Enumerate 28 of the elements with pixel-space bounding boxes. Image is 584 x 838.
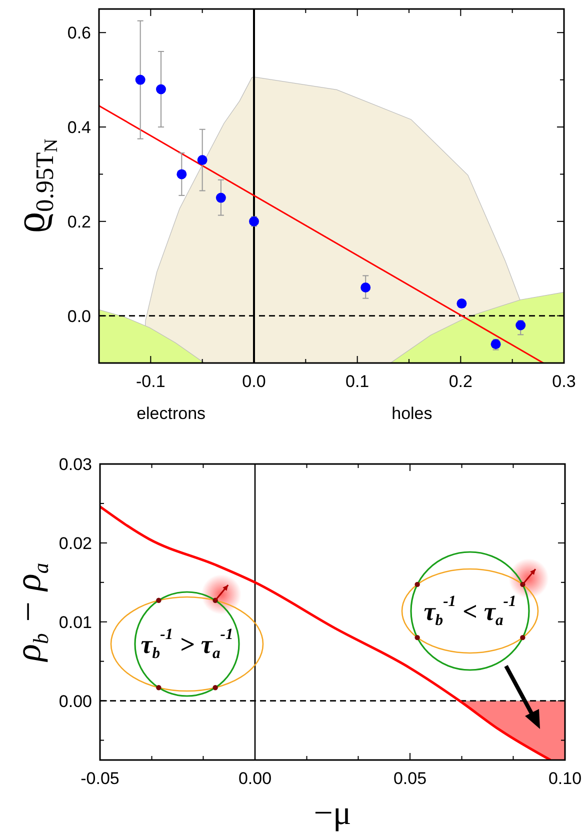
point [156, 84, 166, 94]
y-tick-label: 0.6 [67, 24, 91, 43]
y-tick-label: 0.01 [58, 612, 92, 632]
x-tick-label: 0.10 [548, 769, 582, 788]
point [197, 155, 208, 166]
point [176, 169, 187, 180]
point [216, 192, 226, 203]
point [360, 282, 371, 292]
text: holes [392, 404, 432, 423]
y-tick-label: 0.02 [58, 534, 92, 553]
x-tick-label: 0.00 [238, 769, 272, 788]
x-tick-label: 0.0 [242, 372, 266, 391]
y-tick-label: 0.03 [58, 455, 92, 474]
x-axis-title: −μ [314, 795, 352, 832]
x-tick-label: 0.05 [393, 769, 427, 788]
line-series [100, 505, 552, 760]
y-tick-label: 0.00 [58, 692, 92, 711]
text: electrons [136, 404, 206, 423]
x-tick-label: -0.05 [80, 769, 120, 788]
y-tick-label: 0.2 [67, 212, 91, 232]
y-tick-label: 0.4 [67, 118, 91, 137]
x-tick-label: 0.2 [448, 372, 472, 391]
x-tick-label: 0.1 [346, 372, 370, 391]
point [456, 298, 467, 309]
x-tick-label: -0.1 [136, 372, 166, 391]
y-tick-label: 0.0 [67, 306, 91, 326]
point [135, 74, 146, 85]
x-tick-label: 0.3 [552, 372, 576, 391]
